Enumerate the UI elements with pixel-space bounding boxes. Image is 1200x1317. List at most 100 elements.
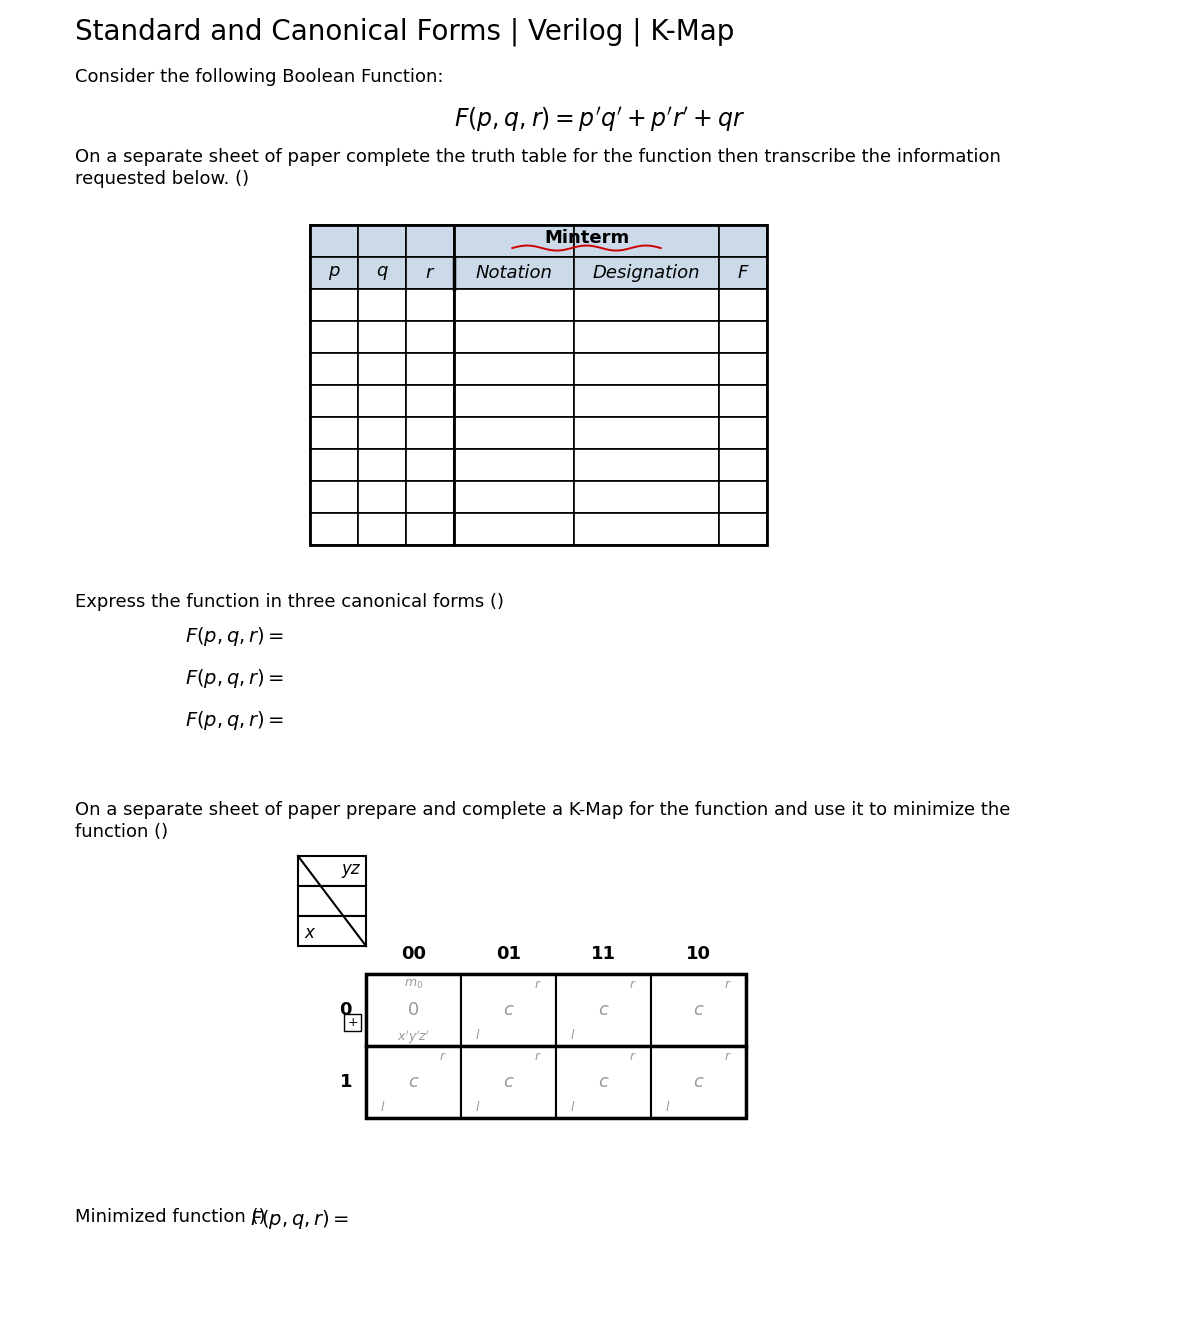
Bar xyxy=(719,514,767,545)
Text: Express the function in three canonical forms (): Express the function in three canonical … xyxy=(74,593,504,611)
Bar xyxy=(719,257,767,288)
Text: $m_0$: $m_0$ xyxy=(404,979,424,992)
Text: Minterm: Minterm xyxy=(544,229,629,248)
Text: $r$: $r$ xyxy=(439,1050,446,1063)
Text: $l$: $l$ xyxy=(475,1100,481,1114)
Bar xyxy=(574,288,719,321)
Bar xyxy=(366,975,461,1046)
Bar xyxy=(454,257,574,288)
Bar xyxy=(406,225,454,257)
Bar xyxy=(574,481,719,514)
Bar xyxy=(574,417,719,449)
Text: $r$: $r$ xyxy=(425,263,436,282)
Bar xyxy=(574,449,719,481)
Bar xyxy=(556,975,650,1046)
Bar xyxy=(719,449,767,481)
Text: $q$: $q$ xyxy=(376,263,389,282)
Bar xyxy=(358,514,406,545)
Text: $F(p,q,r) =$: $F(p,q,r) =$ xyxy=(185,666,284,690)
Text: +: + xyxy=(347,1015,358,1029)
Text: $r$: $r$ xyxy=(724,1050,732,1063)
Bar xyxy=(358,288,406,321)
Bar xyxy=(358,321,406,353)
Bar xyxy=(719,353,767,385)
Bar xyxy=(574,353,719,385)
Text: requested below. (): requested below. () xyxy=(74,170,250,188)
Text: $c$: $c$ xyxy=(598,1001,610,1019)
Bar xyxy=(358,257,406,288)
Bar xyxy=(406,449,454,481)
Bar xyxy=(366,975,746,1118)
Text: yz: yz xyxy=(341,860,360,878)
Bar xyxy=(406,288,454,321)
Text: $c$: $c$ xyxy=(598,1073,610,1090)
Text: $l$: $l$ xyxy=(380,1100,385,1114)
Bar xyxy=(358,353,406,385)
Bar xyxy=(454,225,574,257)
Text: $r$: $r$ xyxy=(534,1050,541,1063)
Text: $l$: $l$ xyxy=(570,1029,576,1042)
Bar xyxy=(406,481,454,514)
Text: 00: 00 xyxy=(401,946,426,963)
Text: Consider the following Boolean Function:: Consider the following Boolean Function: xyxy=(74,68,444,86)
Text: On a separate sheet of paper complete the truth table for the function then tran: On a separate sheet of paper complete th… xyxy=(74,148,1001,166)
Bar xyxy=(310,385,358,417)
Bar xyxy=(574,514,719,545)
Text: function (): function () xyxy=(74,823,168,842)
Text: $F(p,q,r) =$: $F(p,q,r) =$ xyxy=(250,1208,349,1231)
Text: 11: 11 xyxy=(592,946,616,963)
Text: Minimized function (): Minimized function () xyxy=(74,1208,265,1226)
Bar xyxy=(310,225,358,257)
Text: $F$: $F$ xyxy=(737,263,749,282)
Text: On a separate sheet of paper prepare and complete a K-Map for the function and u: On a separate sheet of paper prepare and… xyxy=(74,801,1010,819)
Text: $r$: $r$ xyxy=(534,979,541,990)
Bar xyxy=(358,417,406,449)
Text: $l$: $l$ xyxy=(475,1029,481,1042)
Bar xyxy=(358,481,406,514)
Bar xyxy=(358,449,406,481)
Bar xyxy=(574,225,719,257)
Bar xyxy=(454,288,574,321)
Bar xyxy=(454,417,574,449)
Bar xyxy=(310,225,767,545)
Bar xyxy=(358,385,406,417)
Bar xyxy=(719,225,767,257)
Bar xyxy=(406,257,454,288)
Text: $l$: $l$ xyxy=(665,1100,671,1114)
Text: $l$: $l$ xyxy=(570,1100,576,1114)
Text: $r$: $r$ xyxy=(724,979,732,990)
Bar xyxy=(310,288,358,321)
Text: $c$: $c$ xyxy=(692,1073,704,1090)
Bar xyxy=(461,975,556,1046)
Bar xyxy=(310,321,358,353)
Bar xyxy=(298,856,366,886)
Bar xyxy=(310,353,358,385)
Bar xyxy=(650,975,746,1046)
Text: $F(p,q,r) =$: $F(p,q,r) =$ xyxy=(185,709,284,732)
Bar xyxy=(719,417,767,449)
Bar xyxy=(310,257,358,288)
Bar xyxy=(454,449,574,481)
Bar xyxy=(406,385,454,417)
Bar xyxy=(719,385,767,417)
Bar xyxy=(406,321,454,353)
Text: Notation: Notation xyxy=(475,263,552,282)
Bar xyxy=(298,917,366,946)
Bar xyxy=(719,481,767,514)
Bar xyxy=(310,417,358,449)
Bar xyxy=(454,353,574,385)
Text: $c$: $c$ xyxy=(408,1073,419,1090)
Bar xyxy=(366,1046,461,1118)
Text: Standard and Canonical Forms | Verilog | K-Map: Standard and Canonical Forms | Verilog |… xyxy=(74,18,734,46)
Bar xyxy=(574,385,719,417)
Bar xyxy=(406,514,454,545)
Text: $x'y'z'$: $x'y'z'$ xyxy=(397,1029,430,1046)
Text: $c$: $c$ xyxy=(503,1001,515,1019)
Bar xyxy=(406,417,454,449)
Bar xyxy=(574,257,719,288)
Bar xyxy=(556,1046,650,1118)
Bar xyxy=(310,449,358,481)
Text: x: x xyxy=(304,925,314,942)
Bar xyxy=(454,481,574,514)
Text: Designation: Designation xyxy=(593,263,701,282)
